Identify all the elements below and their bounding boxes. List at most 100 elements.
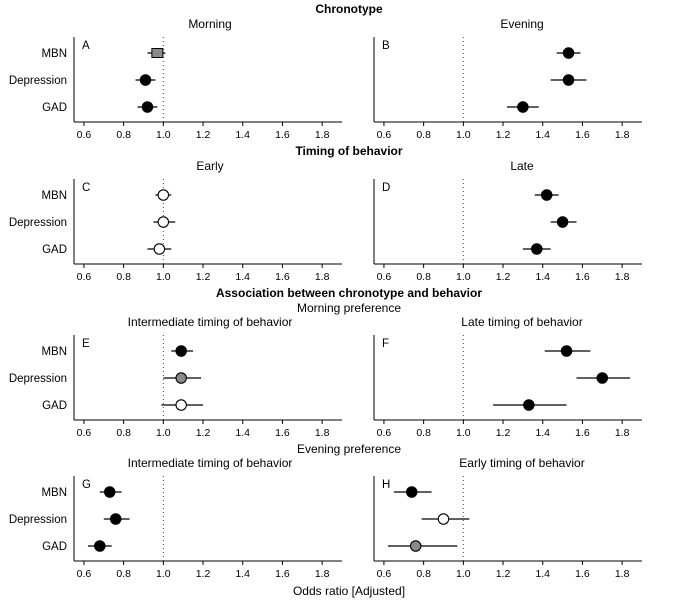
section-evening-preference: Evening preference Intermediate timing o…: [0, 442, 698, 583]
panel-title-G: Intermediate timing of behavior: [127, 456, 293, 470]
svg-text:1.4: 1.4: [535, 129, 550, 141]
panel-B-plot: 0.6 0.8 1.0 1.2 1.4 1.6 1.8 B: [373, 37, 642, 141]
panel-title-H: Early timing of behavior: [459, 456, 585, 470]
panel-D-plot: 0.6 0.8 1.0 1.2 1.4 1.6 1.8 D: [373, 179, 642, 283]
panel-E-plot: 0.6 0.8 1.0 1.2 1.4 1.6 1.8 E MBN Depression GAD: [9, 335, 342, 439]
svg-text:1.2: 1.2: [496, 271, 511, 283]
svg-text:1.0: 1.0: [456, 427, 471, 439]
panel-titles-row: Intermediate timing of behavior Late tim…: [0, 315, 698, 330]
panel-H-plot: 0.6 0.8 1.0 1.2 1.4 1.6 1.8 H: [373, 476, 642, 580]
svg-text:GAD: GAD: [42, 244, 67, 256]
section-association-morning: Association between chronotype and behav…: [0, 286, 698, 442]
section-header-association: Association between chronotype and behav…: [215, 286, 483, 300]
svg-text:1.0: 1.0: [456, 271, 471, 283]
svg-text:1.0: 1.0: [456, 129, 471, 141]
svg-text:0.6: 0.6: [77, 568, 92, 580]
svg-text:0.8: 0.8: [116, 271, 131, 283]
svg-text:1.8: 1.8: [615, 568, 630, 580]
svg-text:1.0: 1.0: [156, 568, 171, 580]
section-header-chronotype: Chronotype: [315, 2, 383, 16]
svg-text:1.0: 1.0: [456, 568, 471, 580]
panels-row: 0.6 0.8 1.0 1.2 1.4 1.6 1.8 A MBN Depression GAD 0…: [0, 32, 698, 144]
panel-G-plot: 0.6 0.8 1.0 1.2 1.4 1.6 1.8 G MBN Depression GAD: [9, 476, 342, 580]
panel-title-D: Late: [510, 159, 534, 173]
svg-text:MBN: MBN: [41, 487, 67, 499]
svg-text:0.6: 0.6: [377, 568, 392, 580]
section-timing: Timing of behavior Early Late 0.6 0.8 1.0 1…: [0, 144, 698, 286]
svg-text:0.8: 0.8: [416, 271, 431, 283]
svg-text:0.6: 0.6: [77, 427, 92, 439]
svg-text:1.8: 1.8: [315, 129, 330, 141]
svg-text:0.8: 0.8: [116, 568, 131, 580]
svg-text:0.8: 0.8: [416, 427, 431, 439]
svg-text:MBN: MBN: [41, 346, 67, 358]
svg-text:1.0: 1.0: [156, 129, 171, 141]
section-subheader-morning-preference: Morning preference: [296, 301, 402, 315]
svg-text:0.8: 0.8: [116, 129, 131, 141]
svg-text:Depression: Depression: [9, 373, 67, 385]
svg-text:1.2: 1.2: [496, 129, 511, 141]
svg-text:1.6: 1.6: [275, 568, 290, 580]
svg-text:1.6: 1.6: [275, 129, 290, 141]
x-axis-label: Odds ratio [Adjusted]: [292, 584, 406, 598]
svg-text:1.6: 1.6: [575, 129, 590, 141]
svg-text:GAD: GAD: [42, 400, 67, 412]
svg-text:1.8: 1.8: [615, 129, 630, 141]
svg-text:1.4: 1.4: [535, 427, 550, 439]
svg-text:1.8: 1.8: [315, 427, 330, 439]
panel-title-B: Evening: [500, 17, 544, 31]
svg-text:1.2: 1.2: [196, 129, 211, 141]
svg-text:1.8: 1.8: [315, 271, 330, 283]
svg-text:0.6: 0.6: [377, 271, 392, 283]
svg-text:0.6: 0.6: [377, 427, 392, 439]
svg-text:1.2: 1.2: [196, 271, 211, 283]
svg-text:1.2: 1.2: [496, 568, 511, 580]
panel-F-plot: 0.6 0.8 1.0 1.2 1.4 1.6 1.8 F: [373, 335, 642, 439]
svg-text:0.8: 0.8: [416, 129, 431, 141]
svg-text:1.6: 1.6: [575, 271, 590, 283]
svg-text:GAD: GAD: [42, 541, 67, 553]
svg-text:E: E: [82, 338, 90, 350]
forest-plot-figure: Chronotype Morning Evening 0.6 0.8 1.0 1.2 1…: [0, 2, 698, 598]
svg-text:1.2: 1.2: [496, 427, 511, 439]
svg-text:MBN: MBN: [41, 190, 67, 202]
svg-text:1.6: 1.6: [575, 568, 590, 580]
panel-title-F: Late timing of behavior: [461, 315, 583, 329]
svg-text:0.8: 0.8: [116, 427, 131, 439]
svg-text:MBN: MBN: [41, 48, 67, 60]
panels-row: 0.6 0.8 1.0 1.2 1.4 1.6 1.8 E MBN Depression GAD 0…: [0, 330, 698, 442]
svg-text:0.8: 0.8: [416, 568, 431, 580]
panels-row: 0.6 0.8 1.0 1.2 1.4 1.6 1.8 G MBN Depression GAD 0…: [0, 471, 698, 583]
section-chronotype: Chronotype Morning Evening 0.6 0.8 1.0 1.2 1…: [0, 2, 698, 144]
svg-text:GAD: GAD: [42, 102, 67, 114]
panel-titles-row: Intermediate timing of behavior Early ti…: [0, 456, 698, 471]
svg-text:1.4: 1.4: [235, 129, 250, 141]
svg-text:1.2: 1.2: [196, 427, 211, 439]
svg-text:B: B: [382, 40, 390, 52]
svg-text:1.6: 1.6: [275, 427, 290, 439]
svg-text:1.8: 1.8: [615, 427, 630, 439]
svg-text:1.4: 1.4: [235, 427, 250, 439]
svg-text:0.6: 0.6: [77, 271, 92, 283]
svg-text:1.8: 1.8: [315, 568, 330, 580]
svg-text:G: G: [82, 479, 91, 491]
panel-title-E: Intermediate timing of behavior: [127, 315, 293, 329]
panel-titles-row: Morning Evening: [0, 17, 698, 32]
svg-text:Depression: Depression: [9, 514, 67, 526]
svg-text:D: D: [382, 182, 390, 194]
panel-A-plot: 0.6 0.8 1.0 1.2 1.4 1.6 1.8 A MBN Depression GAD: [9, 37, 342, 141]
svg-text:Depression: Depression: [9, 217, 67, 229]
section-subheader-evening-preference: Evening preference: [296, 442, 402, 456]
svg-text:1.4: 1.4: [235, 271, 250, 283]
svg-text:0.6: 0.6: [77, 129, 92, 141]
svg-text:F: F: [382, 338, 389, 350]
panels-row: 0.6 0.8 1.0 1.2 1.4 1.6 1.8 C MBN Depression GAD 0…: [0, 174, 698, 286]
svg-text:1.4: 1.4: [235, 568, 250, 580]
svg-text:1.0: 1.0: [156, 271, 171, 283]
panel-titles-row: Early Late: [0, 159, 698, 174]
svg-text:Depression: Depression: [9, 75, 67, 87]
svg-text:1.6: 1.6: [275, 271, 290, 283]
svg-text:1.0: 1.0: [156, 427, 171, 439]
section-header-timing: Timing of behavior: [295, 144, 403, 158]
svg-text:H: H: [382, 479, 390, 491]
